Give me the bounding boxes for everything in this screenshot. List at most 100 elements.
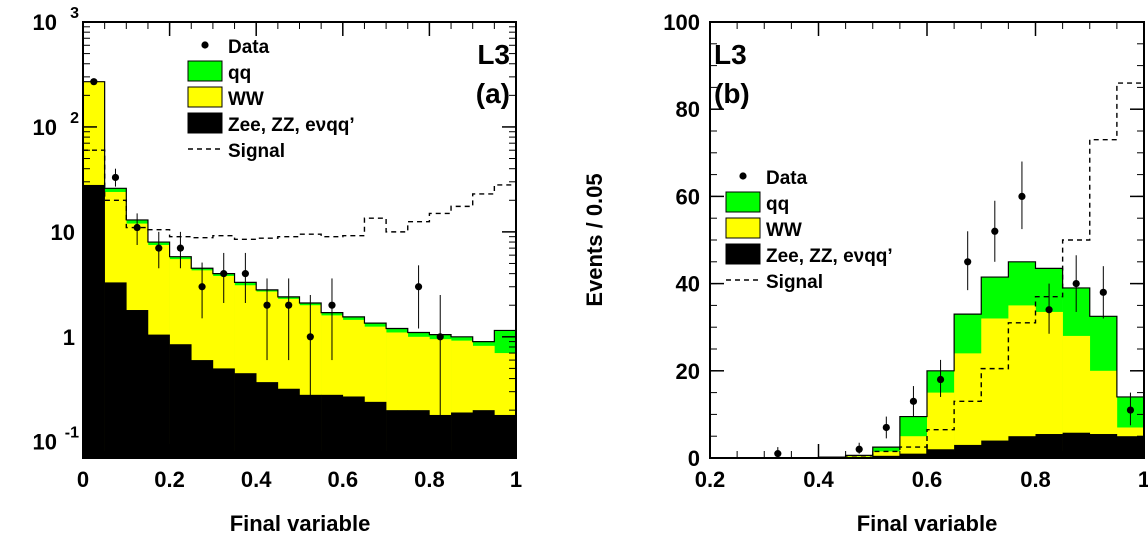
panel-a-legend-label: Signal (228, 141, 285, 162)
panel-a-data-point (414, 283, 423, 291)
panel-b-y-tick-label: 100 (663, 10, 700, 35)
panel-a-legend-label: Zee, ZZ, eνqq’ (228, 115, 355, 136)
panel-b-data-point (855, 445, 863, 453)
panel-b-data-point (1072, 280, 1080, 288)
panel-b-bar-ww (1008, 305, 1036, 458)
panel-a-x-axis-label: Final variable (230, 511, 371, 536)
panel-a-y-tick-label: 10 (33, 10, 57, 35)
panel-b-data-point (1099, 288, 1107, 296)
panel-b-bar-ww (899, 436, 928, 458)
panel-b-bar-ww (1035, 311, 1063, 458)
panel-b-legend-label: qq (766, 194, 789, 215)
panel-a-y-tick-label: 1 (63, 325, 75, 350)
panel-b-legend-data-marker (739, 172, 747, 180)
panel-a-signal-curve (83, 149, 516, 240)
panel-b-x-tick-label: 0.4 (803, 467, 834, 492)
panel-a-bar-background (191, 360, 214, 458)
panel-b-y-axis-label: Events / 0.05 (582, 173, 607, 306)
panel-b-y-tick-label: 20 (676, 359, 700, 384)
panel-a-y-tick-label: 10 (33, 115, 57, 140)
panel-a-legend: Data qq WW Zee, ZZ, eνqq’ Signal (187, 37, 355, 162)
panel-a-bar-background (147, 334, 170, 458)
panel-a-data-point (176, 244, 185, 252)
panel-b-data-points (774, 161, 1135, 458)
panel-a-data-point (111, 173, 120, 182)
panel-a-bar-background (234, 373, 257, 458)
panel-a-y-tick-exponent: -1 (65, 425, 79, 442)
panel-a-bar-background (364, 401, 387, 458)
panel-b-bar-ww (954, 353, 982, 458)
panel-b-bar-background (1116, 436, 1145, 458)
panel-b-x-tick-label: 0.8 (1020, 467, 1051, 492)
panel-b-data-point (936, 375, 945, 384)
panel-a-data-point (198, 283, 206, 291)
panel-a-legend-label: qq (228, 63, 251, 84)
panel-a-bar-background (277, 388, 300, 458)
panel-a-axes: 0 0.2 0.4 0.6 0.8 1 10 3 10 2 10 1 10 -1 (33, 5, 523, 492)
panel-a-histogram (83, 81, 517, 459)
panel-b-y-tick-label: 40 (676, 272, 700, 297)
panel-a-bar-background (126, 310, 149, 458)
panel-b-data-point (1126, 406, 1135, 414)
panel-a-x-tick-label: 0.6 (328, 467, 359, 492)
panel-b-data-point (774, 450, 782, 458)
panel-a-x-tick-label: 0.4 (241, 467, 272, 492)
panel-b-legend: Data qq WW Zee, ZZ, eνqq’ Signal (725, 168, 893, 293)
panel-b-data-point (1018, 192, 1026, 200)
panel-a-legend-swatch (187, 60, 223, 82)
panel-a-legend-label: WW (228, 89, 264, 110)
panel-b-bar-background (872, 455, 901, 458)
panel-a-bar-background (451, 412, 473, 458)
panel-b-x-tick-label: 1 (1138, 467, 1148, 492)
panel-b-bar-ww (981, 318, 1009, 458)
panel-b-legend-swatch (725, 217, 761, 239)
panel-a-title-label: (a) (476, 78, 510, 109)
panel-b-x-tick-label: 0.6 (912, 467, 943, 492)
panel-b-histogram (710, 261, 1145, 459)
panel-b-bar-background (1089, 434, 1118, 458)
panel-a-y-tick-exponent: 2 (70, 110, 79, 127)
panel-a-signal-line (83, 149, 516, 240)
panel-b-legend-swatch (725, 243, 761, 265)
panel-b-legend-label: Data (766, 168, 808, 189)
panel-a-data-points (90, 78, 444, 442)
panel-a-data-point (220, 270, 228, 278)
panel-b-axes: 0.2 0.4 0.6 0.8 1 0 20 40 60 80 100 (663, 10, 1148, 492)
panel-a-bar-background (256, 382, 279, 458)
panel-a-data-point (436, 333, 444, 341)
panel-a-data-point (328, 301, 336, 309)
panel-b-data-point (991, 227, 999, 235)
panel-a-bar-background (386, 410, 409, 458)
panel-a-y-tick-label: 10 (51, 220, 75, 245)
panel-a-legend-swatch (187, 112, 223, 134)
panel-b-bar-ww (872, 451, 901, 458)
panel-b-bar-background (1062, 432, 1091, 458)
panel-b-data-point (1045, 306, 1053, 314)
panel-a-data-point (90, 78, 98, 86)
panel-b-y-tick-label: 60 (676, 184, 700, 209)
panel-b-x-tick-label: 0.2 (695, 467, 726, 492)
panel-b-bar-background (1008, 436, 1036, 458)
panel-b-legend-label: WW (766, 220, 802, 241)
panel-a-x-tick-label: 0.2 (154, 467, 185, 492)
panel-b-legend-label: Zee, ZZ, eνqq’ (766, 246, 893, 267)
panel-a-x-tick-label: 0.8 (414, 467, 445, 492)
panel-b-y-tick-label: 0 (688, 446, 700, 471)
panel-a-title-l3: L3 (477, 39, 510, 70)
panel-b-data-point (909, 397, 918, 405)
panel-b-data-point (964, 258, 972, 266)
panel-a-legend-swatch (187, 86, 223, 108)
panel-a-data-point (263, 301, 271, 309)
panel-b-y-tick-label: 80 (676, 97, 700, 122)
panel-b-bar-ww (927, 392, 955, 458)
panel-a-data-point (241, 270, 249, 278)
panel-b-x-axis-label: Final variable (857, 511, 998, 536)
panel-a-x-tick-label: 1 (510, 467, 522, 492)
panel-b-bar-background (927, 449, 955, 458)
panel-a-bar-background (342, 396, 365, 458)
panel-b-title-l3: L3 (714, 39, 747, 70)
panel-a-bar-background (104, 282, 127, 458)
panel-a-bar-background (472, 410, 495, 458)
panel-a-data-point (155, 244, 163, 252)
